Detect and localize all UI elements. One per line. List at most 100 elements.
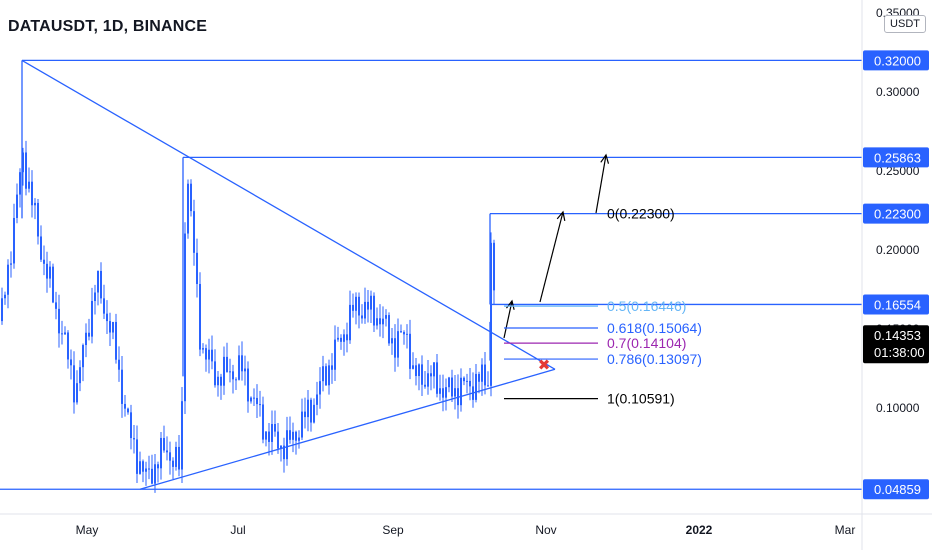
candle-body — [70, 359, 72, 366]
candle-body — [421, 364, 423, 385]
candle-body — [304, 411, 306, 418]
arrow-top — [595, 154, 607, 214]
candle-body — [328, 365, 330, 386]
candle-body — [7, 264, 9, 295]
candle-body — [187, 183, 189, 234]
fib-label-0.5: 0.5(0.16446) — [607, 298, 686, 314]
candle-body — [406, 333, 408, 335]
candle-body — [397, 331, 399, 358]
current-price-text: 0.14353 — [874, 328, 921, 343]
candle-body — [157, 464, 159, 469]
candle-body — [466, 380, 468, 382]
price-label-text: 0.04859 — [874, 482, 921, 497]
candle-body — [220, 376, 222, 386]
candle-body — [238, 355, 240, 380]
candle-body — [166, 450, 168, 453]
arrow-top-head — [600, 153, 610, 164]
candle-body — [61, 333, 63, 335]
candle-body — [364, 301, 366, 319]
candle-body — [316, 394, 318, 405]
candle-body — [295, 431, 297, 441]
ascending-trendline — [139, 368, 556, 490]
fib-label-0.7: 0.7(0.14104) — [607, 335, 686, 351]
candle-body — [454, 388, 456, 397]
current-price-box — [863, 325, 929, 364]
candle-body — [25, 152, 27, 189]
candle-body — [385, 315, 387, 319]
candle-body — [400, 331, 402, 333]
candle-body — [367, 301, 369, 310]
candle-body — [76, 383, 78, 403]
candle-body — [97, 270, 99, 293]
candle-body — [484, 364, 486, 386]
candle-body — [232, 371, 234, 380]
candle-body — [172, 460, 174, 467]
time-tick: Sep — [382, 523, 404, 537]
price-label-box — [863, 294, 929, 315]
candle-body — [412, 365, 414, 369]
candle-body — [112, 321, 114, 333]
candle-body — [133, 438, 135, 440]
arrow-small — [503, 300, 513, 339]
candle-body — [442, 388, 444, 398]
candle-body — [82, 345, 84, 368]
candle-body — [358, 296, 360, 316]
candle-body — [142, 461, 144, 472]
fib-label-0: 0(0.22300) — [607, 206, 675, 222]
candle-body — [250, 397, 252, 402]
candle-body — [136, 439, 138, 474]
candle-body — [151, 468, 153, 484]
candle-body — [481, 364, 483, 382]
price-axis[interactable]: 0.350000.300000.250000.200000.150000.100… — [861, 0, 929, 550]
candle-body — [475, 373, 477, 400]
candle-body — [49, 266, 51, 279]
candle-body — [127, 408, 129, 413]
fib-label-1: 1(0.10591) — [607, 391, 675, 407]
candle-body — [322, 366, 324, 382]
candle-body — [439, 388, 441, 394]
price-label-box — [863, 50, 929, 71]
candle-body — [289, 430, 291, 440]
price-label-text: 0.32000 — [874, 53, 921, 68]
candle-body — [268, 431, 270, 442]
price-label-text: 0.22300 — [874, 207, 921, 222]
candle-body — [94, 292, 96, 302]
candle-body — [343, 334, 345, 342]
candle-body — [346, 334, 348, 341]
candle-body — [139, 461, 141, 474]
price-tick: 0.30000 — [876, 85, 920, 99]
candle-body — [79, 367, 81, 384]
candle-body — [169, 452, 171, 461]
candle-body — [100, 270, 102, 299]
price-label-box — [863, 203, 929, 224]
candle-body — [445, 387, 447, 398]
candle-body — [274, 424, 276, 432]
arrow-mid-head — [556, 210, 566, 221]
candle-body — [64, 332, 66, 335]
time-tick: May — [76, 523, 99, 537]
candle-body — [283, 445, 285, 460]
candle-body — [124, 403, 126, 409]
time-axis[interactable]: May Jul Sep Nov 2022 Mar — [0, 513, 932, 537]
candle-body — [103, 298, 105, 314]
candle-body — [211, 349, 213, 362]
fib-retracement[interactable]: 0(0.22300) 0.5(0.16446) 0.618(0.15064)0.7(… — [504, 206, 702, 407]
candle-body — [307, 399, 309, 418]
candle-body — [418, 364, 420, 377]
countdown-text: 01:38:00 — [874, 345, 925, 360]
chart-title: DATAUSDT, 1D, BINANCE — [8, 18, 208, 35]
candle-body — [355, 296, 357, 311]
candle-body — [451, 377, 453, 397]
candle-body — [37, 202, 39, 237]
currency-button[interactable]: USDT — [884, 15, 926, 33]
price-tick: 0.20000 — [876, 243, 920, 257]
price-label-text: 0.25863 — [874, 150, 921, 165]
candle-body — [118, 359, 120, 370]
candle-body — [175, 446, 177, 467]
candle-body — [382, 318, 384, 325]
candle-body — [154, 464, 156, 484]
candle-body — [184, 233, 186, 402]
candle-body — [349, 304, 351, 341]
candle-body — [22, 152, 24, 173]
